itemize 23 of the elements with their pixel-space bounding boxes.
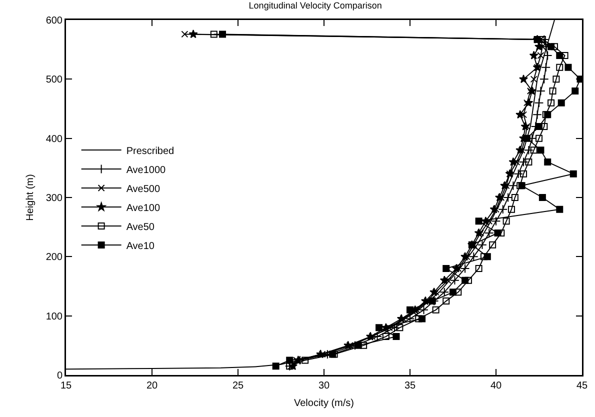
legend-label: Ave50: [126, 222, 155, 233]
legend-label: Ave500: [126, 184, 160, 195]
x-tick-label: 15: [60, 380, 72, 392]
legend-label: Prescribed: [126, 146, 174, 157]
chart-title: Longitudinal Velocity Comparison: [248, 0, 382, 10]
legend-label: Ave100: [126, 202, 160, 214]
x-tick-label: 25: [232, 380, 244, 392]
y-tick-label: 100: [46, 311, 63, 322]
y-tick-label: 500: [46, 74, 63, 86]
y-tick-label: 600: [46, 16, 63, 26]
x-tick-label: 40: [490, 380, 502, 392]
y-tick-label: 300: [46, 193, 63, 204]
y-tick-label: 200: [46, 252, 63, 264]
x-tick-label: 30: [318, 380, 330, 392]
y-tick-label: 0: [56, 370, 63, 382]
x-axis-title: Velocity (m/s): [294, 398, 354, 409]
y-tick-label: 400: [46, 134, 63, 145]
y-axis-title: Height (m): [25, 174, 36, 221]
x-tick-label: 35: [404, 380, 416, 392]
x-tick-label: 20: [146, 380, 158, 392]
legend-label: Ave10: [126, 240, 155, 252]
legend-label: Ave1000: [126, 164, 166, 176]
x-tick-label: 45: [576, 380, 588, 392]
